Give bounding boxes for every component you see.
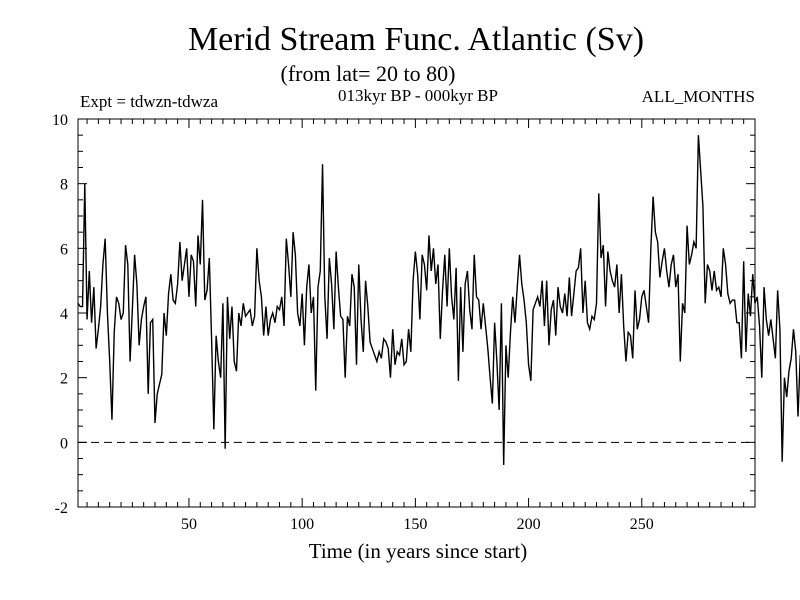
months-label: ALL_MONTHS bbox=[642, 87, 755, 106]
y-tick-label: 10 bbox=[52, 112, 68, 129]
x-tick-label: 200 bbox=[517, 516, 541, 533]
y-tick-label: 8 bbox=[60, 177, 68, 194]
axis-ticks bbox=[78, 118, 755, 508]
y-tick-label: 2 bbox=[60, 371, 68, 388]
y-tick-label: 6 bbox=[60, 241, 68, 258]
y-tick-label: -2 bbox=[55, 500, 68, 517]
y-tick-labels: -2 0 2 4 6 8 10 bbox=[52, 112, 68, 517]
chart-title: Merid Stream Func. Atlantic (Sv) bbox=[188, 21, 644, 58]
x-tick-label: 150 bbox=[403, 516, 427, 533]
x-tick-label: 100 bbox=[290, 516, 314, 533]
x-tick-label: 250 bbox=[630, 516, 654, 533]
chart-subtitle: (from lat= 20 to 80) bbox=[281, 61, 456, 86]
x-axis-label: Time (in years since start) bbox=[309, 539, 528, 563]
data-series-line bbox=[77, 135, 800, 465]
x-tick-label: 50 bbox=[181, 516, 197, 533]
y-tick-label: 0 bbox=[60, 435, 68, 452]
y-tick-label: 4 bbox=[60, 306, 68, 323]
period-label: 013kyr BP - 000kyr BP bbox=[338, 86, 498, 105]
plot-area bbox=[77, 118, 800, 508]
experiment-label: Expt = tdwzn-tdwza bbox=[80, 92, 218, 111]
x-tick-labels: 50 100 150 200 250 bbox=[181, 516, 654, 533]
